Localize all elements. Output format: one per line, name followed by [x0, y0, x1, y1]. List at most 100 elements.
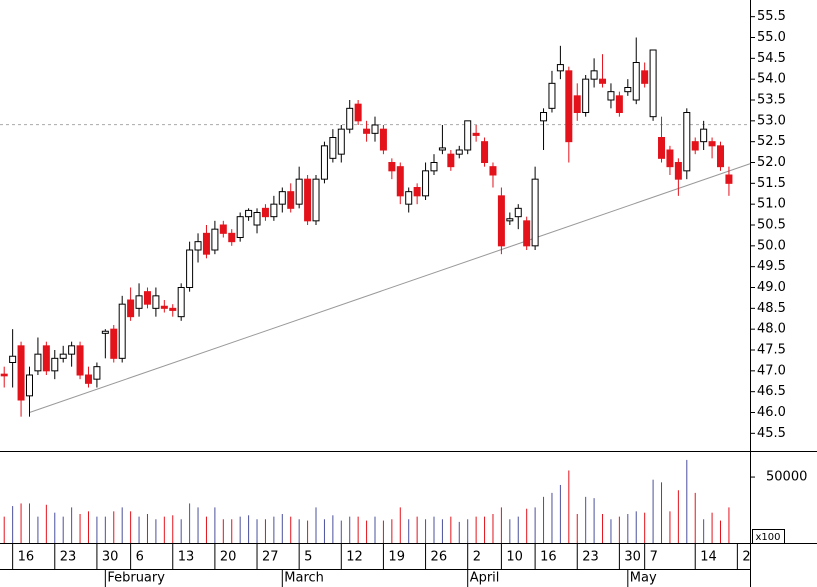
candle-body	[110, 328, 118, 359]
candle-body	[320, 145, 328, 180]
y-tick-label: 51.5	[757, 176, 786, 191]
candle-body	[287, 191, 295, 209]
x-tick-label: 7	[650, 550, 658, 565]
candle-body	[194, 241, 202, 251]
candle-body	[17, 345, 25, 401]
y-tick-label: 50000	[766, 470, 807, 485]
candle-body	[25, 374, 33, 397]
candle-body	[725, 174, 733, 184]
candle-body	[455, 149, 463, 155]
candle-body	[329, 137, 337, 159]
y-tick-label: 55.0	[757, 30, 786, 45]
candle-body	[270, 203, 278, 218]
x-tick-label: 23	[60, 550, 77, 565]
y-tick-label: 53.0	[757, 113, 786, 128]
candle-body	[548, 82, 556, 109]
y-tick-label: 49.0	[757, 280, 786, 295]
y-tick-label: 54.5	[757, 51, 786, 66]
candle-body	[84, 374, 92, 384]
y-tick-label: 50.0	[757, 238, 786, 253]
y-tick-label: 47.5	[757, 343, 786, 358]
x-tick-label: 2	[742, 550, 750, 565]
y-tick-label: 52.5	[757, 134, 786, 149]
candle-body	[615, 95, 623, 114]
candle-body	[447, 153, 455, 168]
candle-body	[186, 249, 194, 288]
x-tick-label: 12	[346, 550, 363, 565]
candle-body	[101, 330, 109, 334]
x-tick-label: 5	[304, 550, 312, 565]
candle-body	[379, 128, 387, 151]
candle-body	[143, 291, 151, 305]
candle-body	[34, 353, 42, 372]
month-label: April	[470, 571, 500, 586]
candle-body	[76, 345, 84, 376]
candle-body	[388, 162, 396, 172]
candle-body	[666, 149, 674, 168]
volume-unit: x100	[755, 532, 780, 543]
candle-body	[253, 212, 261, 226]
candle-body	[658, 137, 666, 159]
x-tick-label: 23	[582, 550, 599, 565]
candle-body	[59, 353, 67, 359]
candle-body	[152, 295, 160, 309]
y-tick-label: 55.5	[757, 9, 786, 24]
candle-body	[641, 70, 649, 84]
candle-body	[135, 295, 143, 309]
x-tick-label: 19	[388, 550, 405, 565]
candle-body	[582, 78, 590, 113]
candle-body	[295, 178, 303, 205]
y-tick-label: 51.0	[757, 197, 786, 212]
candle-body	[405, 191, 413, 205]
candle-body	[312, 178, 320, 222]
candle-body	[0, 373, 8, 377]
candle-body	[573, 95, 581, 114]
candle-body	[177, 287, 185, 318]
candle-body	[565, 70, 573, 143]
candle-body	[228, 232, 236, 243]
y-tick-label: 46.0	[757, 405, 786, 420]
candle-body	[346, 107, 354, 130]
candle-body	[396, 166, 404, 197]
candle-body	[93, 366, 101, 380]
candle-body	[472, 132, 480, 136]
candle-body	[160, 305, 168, 309]
candle-body	[278, 191, 286, 205]
candle-body	[236, 216, 244, 239]
candle-body	[245, 209, 253, 218]
candle-body	[489, 166, 497, 176]
x-tick-label: 20	[220, 550, 237, 565]
candle-body	[523, 220, 531, 247]
candle-body	[497, 195, 505, 247]
candle-body	[202, 232, 210, 255]
candle-body	[51, 357, 59, 372]
candle-body	[649, 49, 657, 118]
x-tick-label: 16	[540, 550, 557, 565]
candle-body	[464, 120, 472, 151]
candle-body	[632, 62, 640, 101]
y-tick-label: 53.5	[757, 93, 786, 108]
candle-body	[42, 345, 50, 372]
candle-body	[624, 87, 632, 93]
candle-body	[261, 207, 269, 218]
candle-body	[363, 128, 371, 134]
candle-body	[683, 112, 691, 172]
candle-body	[413, 187, 421, 197]
month-label: February	[107, 571, 165, 586]
candle-body	[674, 162, 682, 180]
x-tick-label: 13	[178, 550, 195, 565]
y-tick-label: 47.0	[757, 363, 786, 378]
candle-body	[169, 307, 177, 311]
y-tick-label: 54.0	[757, 72, 786, 87]
candle-body	[691, 141, 699, 151]
candle-body	[514, 207, 522, 218]
candle-body	[708, 141, 716, 147]
candle-body	[354, 103, 362, 122]
y-tick-label: 49.5	[757, 259, 786, 274]
month-label: March	[284, 571, 324, 586]
candle-body	[506, 218, 514, 222]
month-label: May	[630, 571, 657, 586]
y-tick-label: 52.0	[757, 155, 786, 170]
